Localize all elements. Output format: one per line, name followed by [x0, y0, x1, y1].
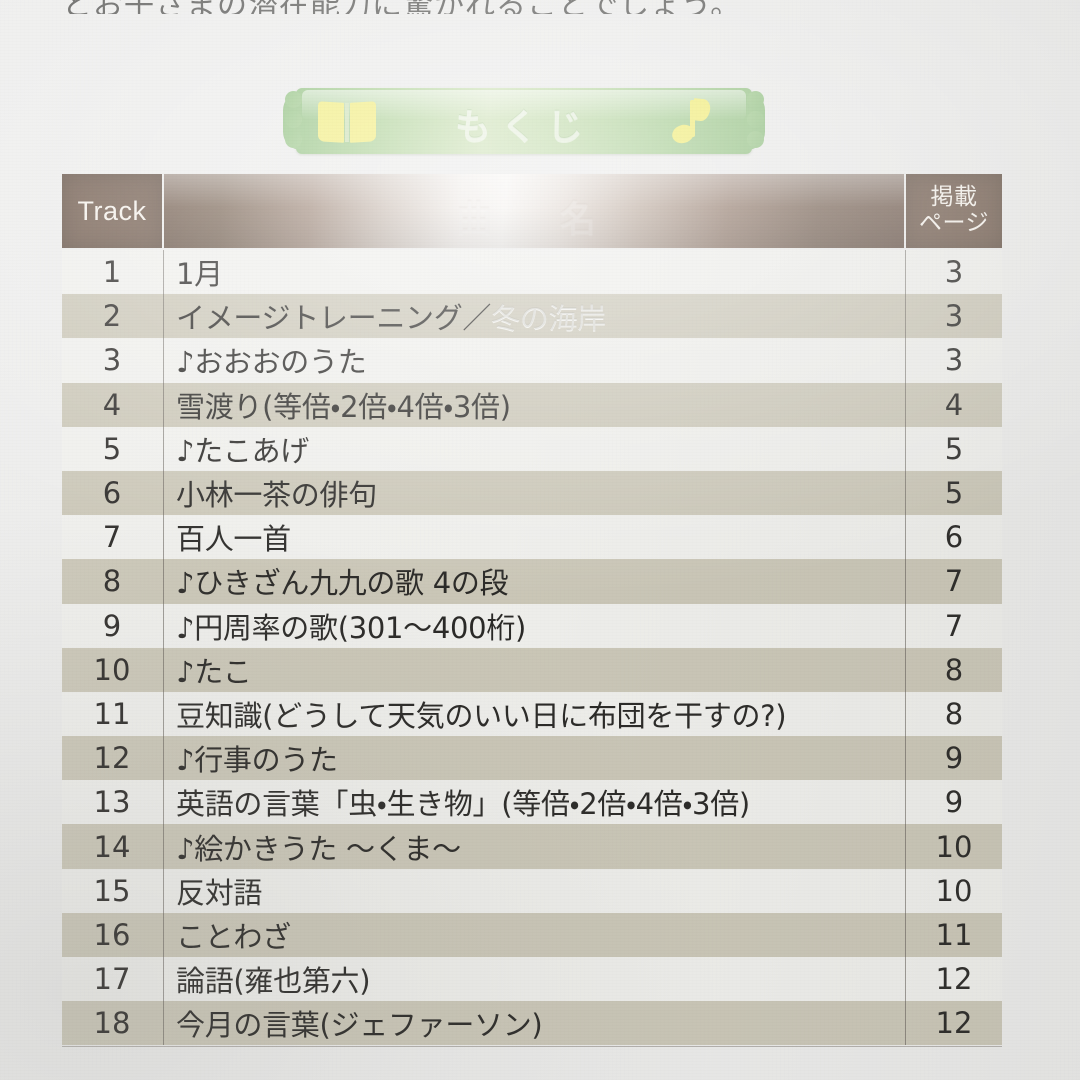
row-track-number: 12 [62, 736, 162, 781]
row-track-title: 豆知識(どうして天気のいい日に布団を干すの?) [162, 691, 906, 737]
row-page-number: 3 [906, 250, 1002, 295]
row-track-title: 論語(雍也第六) [162, 957, 906, 1002]
table-row[interactable]: 17 論語(雍也第六) 12 [62, 957, 1002, 1002]
table-row[interactable]: 2 イメージトレーニング／ 冬の海岸 3 [62, 294, 1002, 339]
table-row[interactable]: 9 ♪円周率の歌(301〜400桁) 7 [62, 603, 1002, 648]
row-track-title: 百人一首 [162, 515, 906, 560]
row-page-number: 10 [906, 824, 1002, 869]
row-page-number: 7 [906, 603, 1002, 648]
row-track-title: ♪ひきざん九九の歌 4の段 [162, 559, 906, 604]
table-row[interactable]: 4 雪渡り(等倍・2倍・4倍・3倍) 4 [62, 382, 1002, 427]
banner-body: もくじ [296, 88, 765, 154]
column-divider-page [905, 250, 906, 1046]
cut-off-body-text: とお子さまの潜在能力に驚かれることでしょう。 [62, 0, 1022, 14]
table-header-row: Track 曲 名 掲載 ページ [62, 174, 1002, 248]
table-row[interactable]: 10 ♪たこ 8 [62, 647, 1002, 692]
header-title-cell: 曲 名 [164, 174, 904, 248]
row-track-title: 雪渡り(等倍・2倍・4倍・3倍) [162, 382, 906, 427]
table-row[interactable]: 13 英語の言葉「虫・生き物」(等倍・2倍・4倍・3倍) 9 [62, 780, 1002, 825]
row-track-number: 1 [62, 250, 162, 295]
row-page-number: 5 [906, 470, 1002, 516]
row-track-title: ♪たこ [162, 647, 906, 692]
header-page-label-line2: ページ [918, 210, 990, 236]
table-row[interactable]: 7 百人一首 6 [62, 515, 1002, 560]
table-bottom-rule [62, 1046, 1002, 1048]
header-track-cell: Track [62, 174, 162, 248]
row-page-number: 4 [906, 382, 1002, 427]
row-page-number: 5 [906, 426, 1002, 471]
row-track-number: 7 [62, 515, 162, 560]
table-row[interactable]: 18 今月の言葉(ジェファーソン) 12 [62, 1001, 1002, 1046]
row-track-number: 16 [62, 912, 162, 957]
row-track-number: 3 [62, 338, 162, 383]
row-track-title: 今月の言葉(ジェファーソン) [162, 1001, 906, 1046]
row-track-title: 反対語 [162, 868, 906, 913]
table-row[interactable]: 14 ♪絵かきうた 〜くま〜 10 [62, 824, 1002, 869]
row-track-title: 1月 [162, 250, 906, 295]
row-track-number: 18 [62, 1001, 162, 1046]
row-track-number: 11 [62, 691, 162, 737]
table-row[interactable]: 5 ♪たこあげ 5 [62, 426, 1002, 471]
banner-scallop-left [285, 91, 302, 151]
header-title-label: 曲 名 [455, 198, 612, 239]
row-page-number: 7 [906, 559, 1002, 604]
music-note-icon [669, 98, 716, 146]
row-track-title: ♪絵かきうた 〜くま〜 [162, 824, 906, 869]
table-row[interactable]: 8 ♪ひきざん九九の歌 4の段 7 [62, 559, 1002, 604]
row-page-number: 9 [906, 780, 1002, 825]
table-row[interactable]: 15 反対語 10 [62, 868, 1002, 913]
row-track-title: ♪円周率の歌(301〜400桁) [162, 603, 906, 648]
row-track-number: 4 [62, 382, 162, 427]
table-row[interactable]: 12 ♪行事のうた 9 [62, 736, 1002, 781]
header-page-cell: 掲載 ページ [906, 174, 1002, 248]
track-list-table: Track 曲 名 掲載 ページ 1 1月 3 2 イメージトレーニング／ 冬の海岸 3 3 ♪… [62, 174, 1002, 1048]
row-track-title: ♪たこあげ [162, 426, 906, 471]
row-page-number: 10 [906, 868, 1002, 913]
row-page-number: 3 [906, 294, 1002, 339]
row-page-number: 11 [906, 912, 1002, 957]
row-track-number: 15 [62, 868, 162, 913]
header-page-label-line1: 掲載 [930, 184, 978, 211]
row-track-number: 13 [62, 780, 162, 825]
table-row[interactable]: 3 ♪おおおのうた 3 [62, 338, 1002, 383]
row-page-number: 6 [906, 515, 1002, 560]
row-track-number: 14 [62, 824, 162, 869]
row-track-title-faded-tail: 冬の海岸 [491, 301, 606, 336]
row-track-title: 小林一茶の俳句 [162, 470, 906, 516]
row-track-number: 10 [62, 647, 162, 692]
row-page-number: 8 [906, 691, 1002, 737]
row-track-number: 5 [62, 426, 162, 471]
row-track-number: 6 [62, 470, 162, 516]
row-page-number: 3 [906, 338, 1002, 383]
row-track-title: ♪おおおのうた [162, 338, 906, 383]
table-row[interactable]: 11 豆知識(どうして天気のいい日に布団を干すの?) 8 [62, 691, 1002, 737]
row-page-number: 12 [906, 1001, 1002, 1046]
mokuji-banner: もくじ [285, 88, 765, 154]
row-track-title: 英語の言葉「虫・生き物」(等倍・2倍・4倍・3倍) [162, 780, 906, 825]
row-page-number: 9 [906, 736, 1002, 781]
row-track-title: ことわざ [162, 912, 906, 957]
row-track-number: 17 [62, 957, 162, 1002]
table-row[interactable]: 1 1月 3 [62, 250, 1002, 295]
row-track-title: イメージトレーニング／ 冬の海岸 [162, 294, 906, 339]
banner-scallop-right [747, 91, 764, 151]
row-track-number: 2 [62, 294, 162, 339]
column-divider-track [163, 250, 164, 1046]
table-body: 1 1月 3 2 イメージトレーニング／ 冬の海岸 3 3 ♪おおおのうた 3 4 雪渡り(等倍・2倍… [62, 250, 1002, 1048]
row-page-number: 12 [906, 957, 1002, 1002]
row-page-number: 8 [906, 647, 1002, 692]
table-row[interactable]: 16 ことわざ 11 [62, 912, 1002, 957]
row-track-title: ♪行事のうた [162, 736, 906, 781]
table-row[interactable]: 6 小林一茶の俳句 5 [62, 470, 1002, 516]
row-track-number: 8 [62, 559, 162, 604]
row-track-number: 9 [62, 603, 162, 648]
